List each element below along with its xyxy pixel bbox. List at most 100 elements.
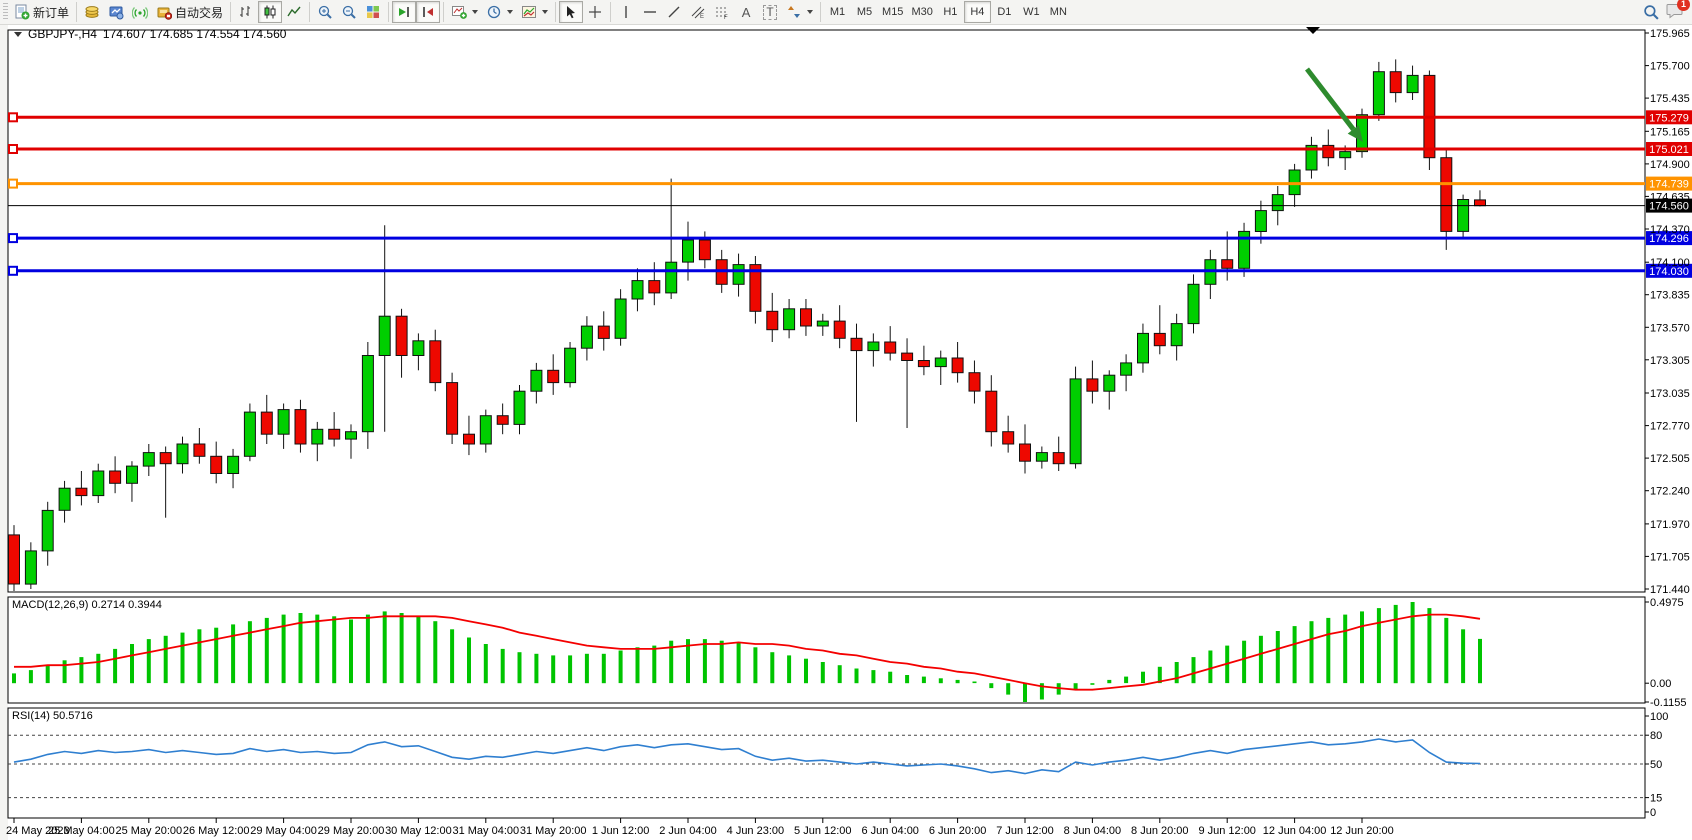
chart-title-collapse-icon[interactable] [14, 31, 22, 37]
toolbar: 新订单 自动交易 [0, 0, 1692, 25]
navigator-icon [109, 6, 124, 20]
macd-label: MACD(12,26,9) 0.2714 0.3944 [12, 599, 162, 611]
toolbar-separator [230, 2, 232, 22]
svg-text:175.435: 175.435 [1650, 93, 1690, 105]
crosshair-button[interactable] [583, 1, 607, 23]
equidistant-channel-icon: E [691, 6, 705, 20]
new-order-button[interactable]: 新订单 [10, 1, 73, 23]
candlestick-chart-button[interactable] [258, 1, 283, 23]
svg-text:4 Jun 23:00: 4 Jun 23:00 [727, 825, 785, 837]
svg-text:174.370: 174.370 [1650, 224, 1690, 236]
hline-174.030[interactable]: 174.030 [8, 263, 1692, 278]
main-chart-panel[interactable]: 175.279 175.021 174.739 174.296 174.030 174.5… [7, 27, 1692, 596]
rsi-panel[interactable]: 100 80 50 15 0 [7, 707, 1668, 819]
search-icon[interactable] [1643, 4, 1660, 21]
svg-text:0.00: 0.00 [1650, 678, 1671, 690]
cursor-button[interactable] [559, 1, 584, 23]
zoom-out-icon [342, 5, 356, 19]
toolbar-grip[interactable] [3, 3, 8, 21]
timeframe-m30-button[interactable]: M30 [907, 1, 936, 23]
shapes-arrows-icon [788, 6, 801, 18]
auto-scroll-button[interactable] [392, 1, 417, 23]
hline-175.279[interactable]: 175.279 [8, 110, 1692, 125]
svg-text:171.970: 171.970 [1650, 519, 1690, 531]
svg-text:80: 80 [1650, 730, 1662, 742]
svg-text:175.165: 175.165 [1650, 126, 1690, 138]
arrow-annotation[interactable] [1305, 67, 1363, 142]
chart-ohlc-values: 174.607 174.685 174.554 174.560 [102, 27, 287, 41]
timeframe-d1-button[interactable]: D1 [991, 1, 1018, 23]
bid-price-line: 174.560 [8, 198, 1692, 213]
chart-shift-button[interactable] [416, 1, 441, 23]
signals-button[interactable] [128, 1, 152, 23]
timeframe-h4-button[interactable]: H4 [963, 1, 991, 23]
signals-icon [132, 7, 149, 19]
market-watch-button[interactable] [80, 1, 104, 23]
chart-symbol-period: GBPJPY-,H4 [28, 27, 97, 41]
label-button[interactable]: T [758, 1, 782, 23]
periods-button[interactable] [482, 1, 517, 23]
dropdown-caret-icon [472, 10, 479, 14]
top-marker-annotation[interactable] [1306, 27, 1320, 34]
shapes-button[interactable] [782, 1, 817, 23]
svg-text:25 May 04:00: 25 May 04:00 [48, 825, 115, 837]
cursor-arrow-icon [567, 6, 576, 19]
fibonacci-button[interactable]: F [710, 1, 734, 23]
algo-trading-icon [157, 7, 173, 20]
svg-text:5 Jun 12:00: 5 Jun 12:00 [794, 825, 852, 837]
timeframe-w1-button[interactable]: W1 [1018, 1, 1045, 23]
indicators-button[interactable] [447, 1, 482, 23]
hline-174.296[interactable]: 174.296 [8, 231, 1692, 246]
hline-174.739[interactable]: 174.739 [8, 176, 1692, 191]
horizontal-line-button[interactable] [638, 1, 662, 23]
macd-panel[interactable]: 0.4975 0.00 -0.1155 [7, 596, 1687, 709]
text-button[interactable]: A [734, 1, 758, 23]
svg-text:-0.1155: -0.1155 [1650, 697, 1687, 709]
vertical-line-icon [625, 6, 627, 18]
vertical-line-button[interactable] [614, 1, 638, 23]
timeframe-mn-button[interactable]: MN [1045, 1, 1072, 23]
svg-text:12 Jun 04:00: 12 Jun 04:00 [1263, 825, 1327, 837]
svg-text:171.440: 171.440 [1650, 584, 1690, 596]
toolbar-separator [76, 2, 78, 22]
tile-windows-button[interactable] [361, 1, 385, 23]
svg-text:2 Jun 04:00: 2 Jun 04:00 [659, 825, 717, 837]
svg-text:174.296: 174.296 [1649, 233, 1689, 245]
hline-175.021[interactable]: 175.021 [8, 142, 1692, 156]
notifications-button[interactable]: 1 [1666, 0, 1690, 22]
timeframe-m1-button[interactable]: M1 [824, 1, 851, 23]
svg-text:172.770: 172.770 [1650, 421, 1690, 433]
svg-text:175.021: 175.021 [1649, 144, 1689, 156]
zoom-in-button[interactable] [313, 1, 337, 23]
navigator-button[interactable] [104, 1, 128, 23]
bar-chart-button[interactable] [234, 1, 258, 23]
svg-text:31 May 04:00: 31 May 04:00 [452, 825, 519, 837]
macd-histogram [12, 602, 1482, 702]
svg-text:175.965: 175.965 [1650, 28, 1690, 40]
notification-badge: 1 [1677, 0, 1690, 11]
timeframe-m15-button[interactable]: M15 [878, 1, 907, 23]
price-axis[interactable]: 175.965 175.700 175.435 175.165 174.900 174.6… [1645, 28, 1690, 596]
trendline-button[interactable] [662, 1, 686, 23]
svg-text:30 May 12:00: 30 May 12:00 [385, 825, 452, 837]
timeframe-m5-button[interactable]: M5 [851, 1, 878, 23]
templates-button[interactable] [517, 1, 552, 23]
line-chart-button[interactable] [282, 1, 306, 23]
trendline-icon [668, 6, 680, 18]
label-tool-icon: T [763, 4, 777, 20]
toolbar-separator [443, 2, 445, 22]
dropdown-caret-icon [807, 10, 814, 14]
algo-trading-button[interactable]: 自动交易 [152, 1, 227, 23]
indicators-icon [452, 6, 467, 19]
toolbar-separator [388, 2, 390, 22]
rsi-label: RSI(14) 50.5716 [12, 710, 93, 722]
horizontal-line-icon [644, 11, 657, 13]
equidistant-channel-button[interactable]: E [686, 1, 710, 23]
svg-text:1 Jun 12:00: 1 Jun 12:00 [592, 825, 650, 837]
zoom-out-button[interactable] [337, 1, 361, 23]
timeframe-h1-button[interactable]: H1 [937, 1, 964, 23]
svg-text:174.100: 174.100 [1650, 257, 1690, 269]
toolbar-separator [610, 2, 612, 22]
